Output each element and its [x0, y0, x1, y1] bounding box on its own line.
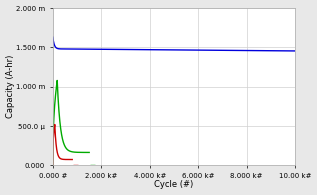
- Y-axis label: Capacity (A-hr): Capacity (A-hr): [6, 55, 15, 118]
- X-axis label: Cycle (#): Cycle (#): [154, 180, 194, 190]
